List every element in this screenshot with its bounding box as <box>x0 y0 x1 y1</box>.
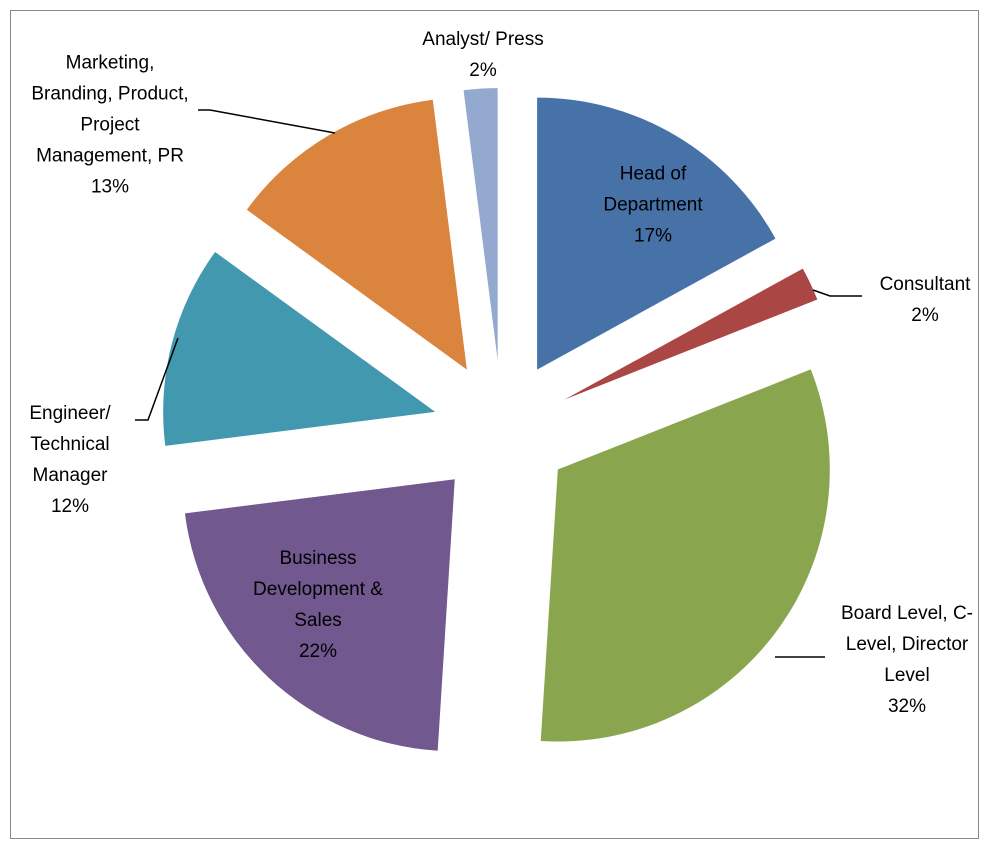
value-label: 17% <box>633 225 673 247</box>
pie-slice <box>540 369 830 742</box>
value-label: 22% <box>298 641 338 662</box>
data-label: Consultant 2% <box>865 269 985 331</box>
value-label: 12% <box>50 496 90 517</box>
category-label: Marketing, Branding, Product, Project Ma… <box>31 52 189 167</box>
value-label: 2% <box>911 305 939 326</box>
data-label: Head of Department 17% <box>583 159 723 252</box>
value-label: 13% <box>90 176 130 198</box>
pie-slice <box>537 97 776 370</box>
pie-slice <box>163 251 436 446</box>
data-label: Marketing, Branding, Product, Project Ma… <box>28 48 193 203</box>
data-label: Analyst/ Press 2% <box>398 24 568 86</box>
category-label: Engineer/ Technical Manager <box>29 403 111 486</box>
pie-slice <box>463 88 498 361</box>
category-label: Analyst/ Press <box>422 29 544 50</box>
data-label: Engineer/ Technical Manager 12% <box>15 398 125 522</box>
leader-line <box>135 337 179 421</box>
data-label: Board Level, C-Level, Director Level 32% <box>825 598 989 722</box>
pie-slice <box>564 268 818 400</box>
leader-line <box>812 289 862 297</box>
pie-slice <box>184 479 455 751</box>
category-label: Business Development & Sales <box>253 548 383 631</box>
data-label: Business Development & Sales 22% <box>238 543 398 667</box>
category-label: Consultant <box>879 274 971 295</box>
category-label: Board Level, C-Level, Director Level <box>840 603 973 686</box>
leader-line <box>198 109 336 134</box>
value-label: 32% <box>887 696 927 717</box>
category-label: Head of Department <box>603 163 703 216</box>
leader-lines <box>135 109 862 658</box>
pie-slice <box>246 99 467 370</box>
value-label: 2% <box>469 60 497 81</box>
